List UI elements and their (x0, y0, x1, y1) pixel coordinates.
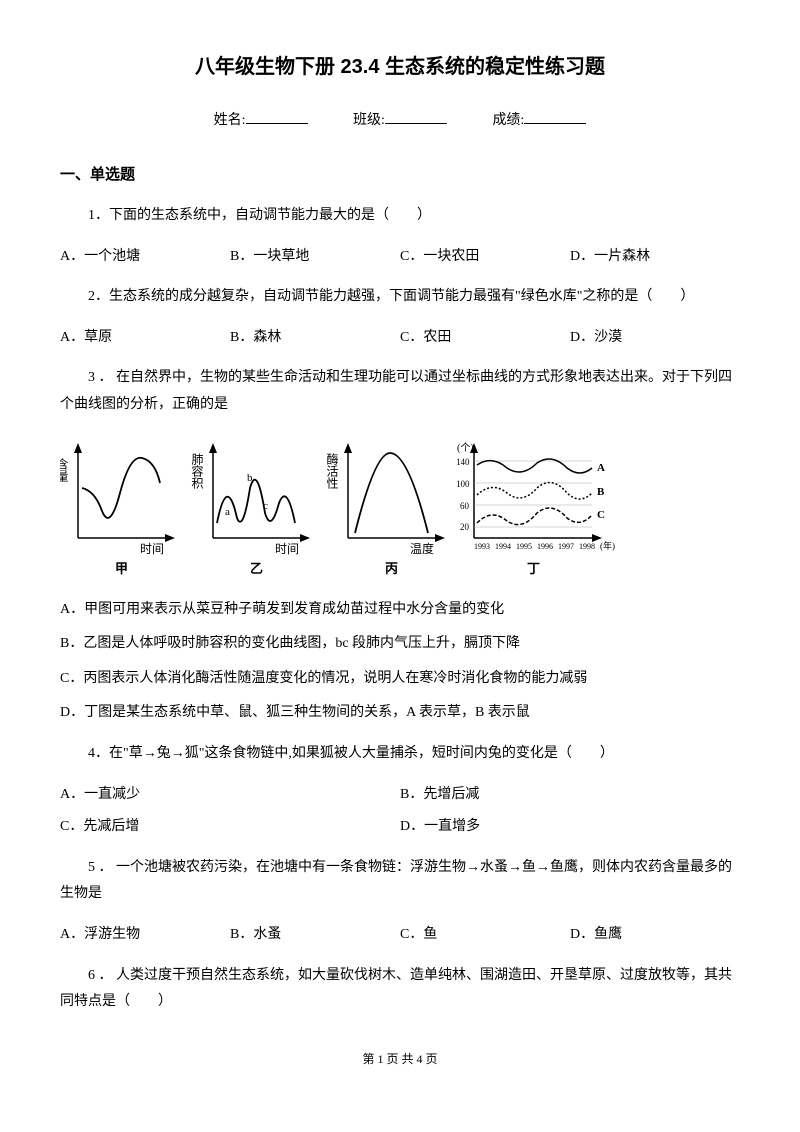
yi-y-label: 肺容积 (190, 452, 204, 489)
page-footer: 第 1 页 共 4 页 (60, 1048, 740, 1071)
q2-opt-d: D．沙漠 (570, 325, 740, 352)
q1-opt-a: A．一个池塘 (60, 244, 230, 271)
q4-stem: 4．在"草→兔→狐"这条食物链中,如果狐被人大量捕杀，短时间内兔的变化是（ ） (60, 741, 740, 768)
q3-opt-a: A．甲图可用来表示从菜豆种子萌发到发育成幼苗过程中水分含量的变化 (60, 597, 740, 624)
q3-opt-d: D．丁图是某生态系统中草、鼠、狐三种生物间的关系，A 表示草，B 表示鼠 (60, 700, 740, 727)
ding-x-1998: 1998 (579, 542, 595, 551)
q6-stem: 6 ． 人类过度干预自然生态系统，如大量砍伐树木、造单纯林、围湖造田、开垦草原、… (60, 963, 740, 1016)
panel-yi: a b c 肺容积 时间 乙 (190, 443, 310, 576)
yi-a: a (225, 506, 230, 518)
ding-x-unit: (年) (600, 540, 615, 551)
ding-x-1995: 1995 (516, 542, 532, 551)
q3-stem: 3 ． 在自然界中，生物的某些生命活动和生理功能可以通过坐标曲线的方式形象地表达… (60, 365, 740, 418)
q5-stem: 5 ． 一个池塘被农药污染，在池塘中有一条食物链：浮游生物→水蚤→鱼→鱼鹰，则体… (60, 855, 740, 908)
score-label: 成绩: (492, 113, 524, 128)
q2-opt-c: C．农田 (400, 325, 570, 352)
q4-opt-b: B．先增后减 (400, 782, 740, 809)
q4-opt-a: A．一直减少 (60, 782, 400, 809)
yi-b: b (247, 472, 253, 484)
q4-opt-c: C．先减后增 (60, 814, 400, 841)
q1-opt-b: B．一块草地 (230, 244, 400, 271)
jia-name: 甲 (115, 561, 128, 576)
ding-y60: 60 (460, 501, 470, 511)
q5-opt-c: C．鱼 (400, 922, 570, 949)
q4-options-row1: A．一直减少 B．先增后减 (60, 782, 740, 809)
ding-x-1993: 1993 (474, 542, 490, 551)
ding-y20: 20 (460, 522, 470, 532)
q1-options: A．一个池塘 B．一块草地 C．一块农田 D．一片森林 (60, 244, 740, 271)
ding-A: A (597, 462, 605, 474)
panel-ding: (个) 140 100 60 20 A B C 1993 1994 1995 1… (456, 442, 615, 576)
q4-options-row2: C．先减后增 D．一直增多 (60, 814, 740, 841)
bing-name: 丙 (385, 561, 398, 576)
q1-opt-d: D．一片森林 (570, 244, 740, 271)
yi-name: 乙 (250, 561, 263, 576)
q2-opt-a: A．草原 (60, 325, 230, 352)
ding-y-unit: (个) (457, 442, 474, 454)
bing-x-label: 温度 (410, 541, 434, 556)
q3-opt-b: B．乙图是人体呼吸时肺容积的变化曲线图，bc 段肺内气压上升，膈顶下降 (60, 631, 740, 658)
panel-jia: 含量 时间 甲 (60, 443, 175, 576)
q2-opt-b: B．森林 (230, 325, 400, 352)
q2-options: A．草原 B．森林 C．农田 D．沙漠 (60, 325, 740, 352)
q5-opt-a: A．浮游生物 (60, 922, 230, 949)
jia-x-label: 时间 (140, 542, 164, 556)
ding-x-1996: 1996 (537, 542, 553, 551)
ding-C: C (597, 509, 605, 521)
info-line: 姓名: 班级: 成绩: (60, 108, 740, 135)
q4-opt-d: D．一直增多 (400, 814, 740, 841)
ding-x-1997: 1997 (558, 542, 574, 551)
name-blank (246, 123, 308, 124)
q3-opt-c: C．丙图表示人体消化酶活性随温度变化的情况，说明人在寒冷时消化食物的能力减弱 (60, 666, 740, 693)
q5-opt-b: B．水蚤 (230, 922, 400, 949)
bing-y-label: 酶活性 (325, 451, 339, 489)
q5-options: A．浮游生物 B．水蚤 C．鱼 D．鱼鹰 (60, 922, 740, 949)
ding-B: B (597, 486, 605, 498)
panel-bing: 酶活性 温度 丙 (325, 443, 445, 576)
q5-opt-d: D．鱼鹰 (570, 922, 740, 949)
yi-c: c (263, 500, 268, 512)
name-label: 姓名: (214, 113, 246, 128)
q1-stem: 1．下面的生态系统中，自动调节能力最大的是（ ） (60, 203, 740, 230)
q2-stem: 2．生态系统的成分越复杂，自动调节能力越强，下面调节能力最强有"绿色水库"之称的… (60, 284, 740, 311)
ding-y100: 100 (456, 479, 470, 489)
jia-y-label: 含量 (60, 456, 69, 481)
yi-x-label: 时间 (275, 542, 299, 556)
q1-opt-c: C．一块农田 (400, 244, 570, 271)
ding-x-1994: 1994 (495, 542, 511, 551)
section-heading: 一、单选题 (60, 161, 740, 190)
class-blank (385, 123, 447, 124)
score-blank (524, 123, 586, 124)
ding-y140: 140 (456, 457, 470, 467)
page-title: 八年级生物下册 23.4 生态系统的稳定性练习题 (60, 48, 740, 86)
ding-name: 丁 (527, 561, 540, 576)
q3-figure: 含量 时间 甲 a b c 肺容积 时间 乙 酶活性 温度 丙 (60, 433, 740, 583)
class-label: 班级: (353, 113, 385, 128)
